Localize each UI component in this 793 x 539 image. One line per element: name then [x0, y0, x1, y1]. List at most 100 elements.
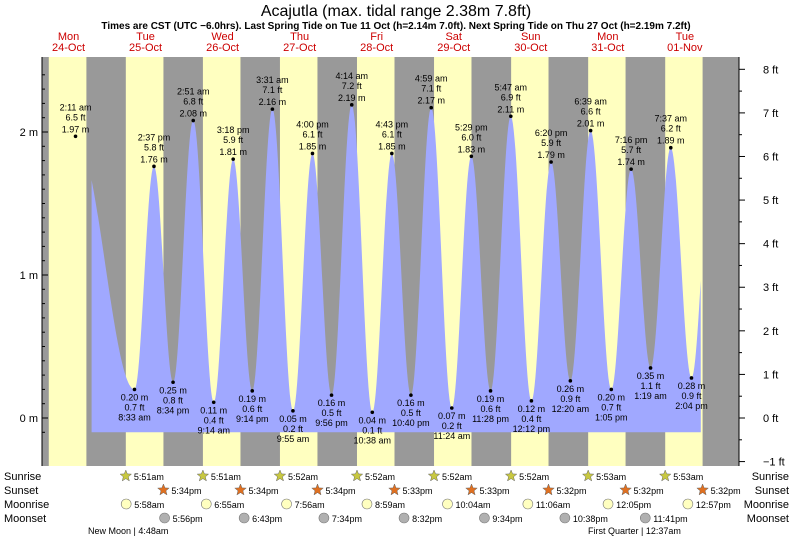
low-tide-label: 0.20 m0.7 ft8:33 am	[118, 387, 151, 422]
tide-time: 10:38 am	[354, 435, 392, 445]
sunset-time: 5:33pm	[480, 486, 510, 496]
sunset-icon	[311, 483, 324, 496]
tide-point	[609, 387, 614, 392]
tide-point	[449, 406, 454, 410]
moonrise-icon	[200, 498, 212, 510]
tide-point	[488, 389, 493, 393]
tide-time: 10:40 pm	[392, 418, 430, 428]
high-tide-label: 2:51 am6.8 ft 2.08 m	[177, 87, 209, 123]
tide-time: 9:56 pm	[315, 418, 348, 428]
moonset-event: 11:41pm	[640, 512, 688, 524]
moonrise-event: 5:58am	[120, 498, 164, 510]
tide-point	[390, 151, 394, 156]
day-name: Fri	[370, 31, 383, 43]
tide-height-ft: 6.1 ft	[382, 129, 403, 139]
moonset-row-label: Moonset	[4, 513, 46, 525]
tide-labels: 2:11 am6.5 ft1.97 m0.20 m0.7 ft8:33 am2:…	[60, 71, 708, 445]
tide-height-m: 0.16 m	[397, 398, 425, 408]
day-name: Wed	[211, 31, 233, 43]
tide-height-m: 0.28 m	[678, 381, 706, 391]
high-tide-label: 2:37 pm5.8 ft 1.76 m	[138, 132, 171, 169]
sunrise-icon	[350, 469, 364, 482]
tide-point	[349, 103, 354, 107]
tide-height-m: 2.08 m	[179, 109, 207, 119]
tide-time: 2:04 pm	[675, 401, 708, 411]
moonrise-event: 7:56am	[281, 498, 325, 510]
high-tide-label: 4:59 am7.1 ft 2.17 m	[415, 74, 447, 110]
right-tick-label: 7 ft	[763, 108, 778, 120]
low-tide-label: 0.28 m0.9 ft2:04 pm	[675, 376, 708, 411]
tide-point	[250, 389, 255, 393]
tide-time: 3:18 pm	[217, 125, 250, 135]
tide-height-m: 0.26 m	[557, 384, 585, 394]
tide-point	[132, 387, 137, 392]
moon-phase-first-quarter: First Quarter | 12:37am	[588, 526, 681, 536]
sunrise-icon	[658, 469, 672, 482]
tide-time: 8:33 am	[118, 412, 151, 422]
moonrise-time: 12:05pm	[616, 500, 651, 510]
tide-height-ft: 0.6 ft	[481, 404, 502, 414]
sunrise-event: 5:52am	[504, 469, 549, 482]
tide-point	[152, 164, 156, 169]
moonrise-time: 12:57pm	[696, 500, 731, 510]
sunset-event: 5:34pm	[157, 483, 201, 496]
tide-height-ft: 0.2 ft	[442, 421, 463, 431]
low-tide-label: 0.16 m0.5 ft9:56 pm	[315, 393, 348, 428]
moonrise-row-label-right: Moonrise	[744, 499, 789, 511]
tide-point	[310, 151, 315, 156]
high-tide-label: 6:20 pm5.9 ft 1.79 m	[535, 128, 567, 164]
high-tide-label: 5:29 pm6.0 ft 1.83 m	[455, 122, 488, 159]
moonset-icon	[318, 512, 330, 524]
sunset-event: 5:33pm	[388, 483, 433, 496]
tide-time: 3:31 am	[256, 75, 289, 85]
tide-height-m: 2.16 m	[259, 97, 287, 107]
day-date: 28-Oct	[360, 42, 393, 54]
tide-time: 2:37 pm	[138, 132, 171, 142]
moonrise-event: 12:05pm	[602, 498, 651, 510]
sunrise-event: 5:52am	[350, 469, 395, 482]
high-tide-label: 6:39 am6.6 ft 2.01 m	[574, 97, 607, 133]
moonset-icon	[559, 512, 571, 524]
right-tick-label: 4 ft	[763, 239, 778, 251]
moon-phase-new: New Moon | 4:48am	[88, 526, 168, 536]
tide-point	[568, 379, 573, 383]
tide-height-ft: 5.8 ft	[144, 142, 165, 152]
low-tide-label: 0.05 m0.2 ft9:55 am	[277, 409, 309, 444]
sunset-time: 5:34pm	[171, 486, 201, 496]
moonset-icon	[640, 512, 651, 524]
right-tick-label: 2 ft	[763, 326, 778, 338]
tide-point	[689, 376, 694, 380]
sunset-event: 5:34pm	[311, 483, 356, 496]
moonrise-event: 8:59am	[361, 498, 405, 510]
sunrise-time: 5:53am	[596, 472, 626, 482]
tide-time: 11:28 pm	[472, 414, 509, 424]
day-date: 24-Oct	[52, 42, 85, 54]
tide-height-m: 2.11 m	[497, 104, 524, 114]
moonrise-row-label: Moonrise	[4, 499, 49, 511]
sunrise-event: 5:51am	[119, 469, 164, 482]
tide-height-m: 2.19 m	[338, 93, 366, 103]
moonrise-event: 12:57pm	[682, 498, 731, 510]
sunset-time: 5:32pm	[634, 486, 664, 496]
sunrise-event: 5:51am	[196, 469, 241, 482]
moonset-icon	[479, 512, 490, 524]
tide-point	[409, 393, 413, 397]
daylight-band	[48, 57, 87, 466]
tide-point	[429, 105, 433, 110]
sunrise-event: 5:53am	[581, 469, 626, 482]
day-date: 01-Nov	[667, 42, 703, 54]
tide-height-ft: 0.8 ft	[163, 395, 184, 405]
sunrise-time: 5:52am	[365, 472, 395, 482]
moonrise-icon	[602, 498, 614, 510]
low-tide-label: 0.25 m0.8 ft8:34 pm	[157, 380, 189, 415]
moonrise-time: 7:56am	[295, 500, 325, 510]
right-tick-label: 5 ft	[763, 195, 778, 207]
tide-height-ft: 6.0 ft	[461, 132, 482, 142]
moonset-icon	[398, 512, 410, 524]
tide-height-ft: 0.7 ft	[601, 402, 622, 412]
tide-point	[549, 160, 553, 164]
chart-title: Acajutla (max. tidal range 2.38m 7.8ft)	[261, 3, 531, 20]
right-tick-label: 3 ft	[763, 282, 778, 294]
sunrise-time: 5:51am	[211, 472, 241, 482]
moonrise-icon	[281, 498, 292, 510]
